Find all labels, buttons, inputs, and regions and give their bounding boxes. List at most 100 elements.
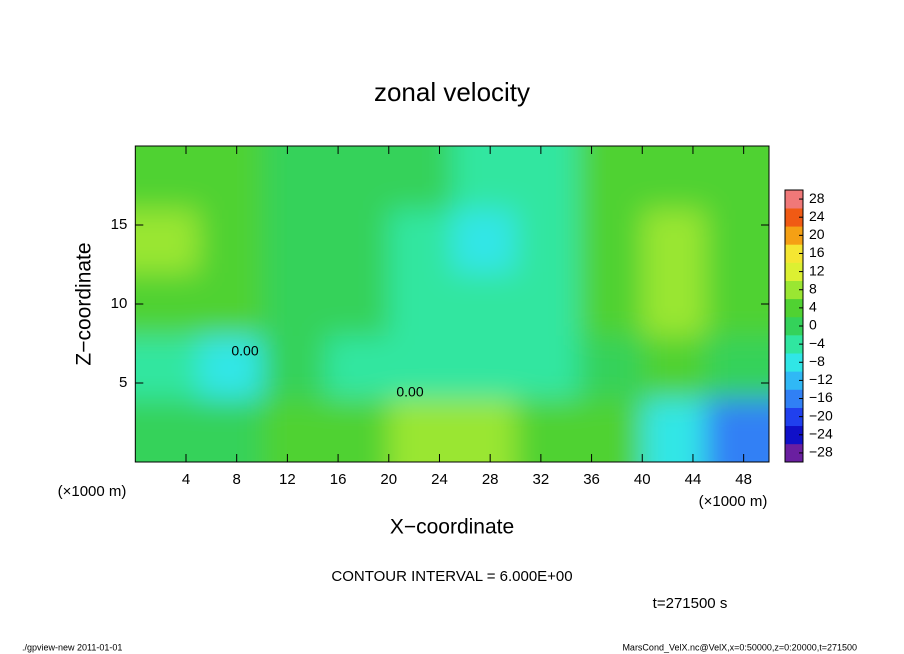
x-tick-label: 24 [431, 471, 448, 488]
field-cell [578, 398, 643, 462]
y-unit-label: (×1000 m) [58, 483, 127, 500]
x-tick-label: 16 [330, 471, 347, 488]
x-tick-label: 36 [583, 471, 600, 488]
field-cell [135, 398, 200, 462]
colorbar-swatch [785, 244, 803, 263]
field-cell [262, 335, 326, 400]
footer-right: MarsCond_VelX.nc@VelX,x=0:50000,z=0:2000… [622, 642, 857, 652]
field-cell [642, 335, 707, 400]
field-cell [135, 272, 200, 337]
colorbar-tick-label: −12 [809, 371, 833, 387]
x-tick-label: 12 [279, 471, 296, 488]
colorbar-swatch [785, 443, 803, 463]
x-tick-label: 28 [482, 471, 499, 488]
colorbar-swatch [785, 280, 803, 300]
field-cell [452, 146, 517, 210]
x-axis-label: X−coordinate [390, 516, 514, 539]
colorbar-swatch [785, 407, 803, 427]
y-tick-label: 10 [111, 295, 128, 312]
colorbar-tick-label: −20 [809, 407, 833, 423]
colorbar-tick-label: −8 [809, 353, 825, 369]
field-cell [198, 209, 263, 273]
contour-label: 0.00 [396, 384, 423, 400]
colorbar-swatch [785, 335, 803, 354]
colorbar-swatch [785, 262, 803, 281]
colorbar-swatch [785, 208, 803, 227]
field-cell [515, 335, 580, 400]
colorbar-tick-label: −4 [809, 335, 825, 351]
x-unit-label: (×1000 m) [699, 493, 768, 510]
x-tick-label: 20 [380, 471, 397, 488]
field-cell [325, 146, 390, 210]
field-cell [198, 335, 263, 400]
colorbar-tick-label: −16 [809, 389, 833, 405]
contour-label: 0.00 [231, 343, 258, 359]
x-tick-label: 40 [634, 471, 651, 488]
colorbar-swatch [785, 353, 803, 372]
field-cell [642, 146, 707, 210]
field-cell [198, 398, 263, 462]
field-cell [578, 335, 643, 400]
x-tick-label: 44 [685, 471, 702, 488]
chart-title: zonal velocity [374, 77, 530, 107]
field-cell [262, 398, 326, 462]
field-cell [578, 272, 643, 337]
field-cell [262, 272, 326, 337]
field-cell [515, 398, 580, 462]
colorbar-swatch [785, 190, 803, 209]
y-tick-label: 15 [111, 216, 128, 233]
field-cell [705, 398, 769, 462]
colorbar-swatch [785, 425, 803, 445]
colorbar-tick-label: 20 [809, 226, 825, 242]
y-axis-label: Z−coordinate [73, 242, 96, 365]
field-cell [452, 272, 517, 337]
field-cell [388, 146, 453, 210]
field-cell [705, 335, 769, 400]
colorbar-swatch [785, 298, 803, 318]
field-cell [452, 335, 517, 400]
x-tick-label: 4 [182, 471, 190, 488]
colorbar-tick-label: −24 [809, 426, 833, 442]
field-cell [135, 209, 200, 273]
field-cell [578, 146, 643, 210]
colorbar-swatch [785, 226, 803, 245]
field-cell [388, 272, 453, 337]
colorbar-tick-label: 24 [809, 208, 825, 224]
field-cell [388, 335, 453, 400]
field-cell [642, 272, 707, 337]
field-cells [135, 146, 769, 462]
field-cell [325, 398, 390, 462]
y-tick-label: 5 [119, 374, 127, 391]
field-cell [262, 146, 326, 210]
field-cell [388, 398, 453, 462]
field-cell [705, 272, 769, 337]
field-cell [642, 398, 707, 462]
field-cell [515, 146, 580, 210]
field-cell [642, 209, 707, 273]
colorbar-tick-label: 16 [809, 244, 825, 260]
field-cell [325, 209, 390, 273]
x-tick-label: 8 [233, 471, 241, 488]
field-cell [705, 146, 769, 210]
field-cell [325, 272, 390, 337]
contour-interval: CONTOUR INTERVAL = 6.000E+00 [331, 568, 572, 585]
field-cell [578, 209, 643, 273]
colorbar-swatch [785, 389, 803, 408]
colorbar-swatch [785, 371, 803, 390]
colorbar-tick-label: 12 [809, 262, 825, 278]
field-cell [262, 209, 326, 273]
field-cell [135, 335, 200, 400]
field-cell [198, 146, 263, 210]
colorbar-tick-label: 4 [809, 299, 817, 315]
colorbar-tick-label: −28 [809, 444, 833, 460]
field-cell [198, 272, 263, 337]
time-label: t=271500 s [653, 595, 728, 612]
field [135, 146, 769, 462]
colorbar-tick-label: 8 [809, 280, 817, 296]
colorbar-swatch [785, 316, 803, 336]
footer-left: ./gpview-new 2011-01-01 [22, 642, 122, 652]
field-cell [452, 209, 517, 273]
colorbar-tick-label: 28 [809, 190, 825, 206]
field-cell [705, 209, 769, 273]
